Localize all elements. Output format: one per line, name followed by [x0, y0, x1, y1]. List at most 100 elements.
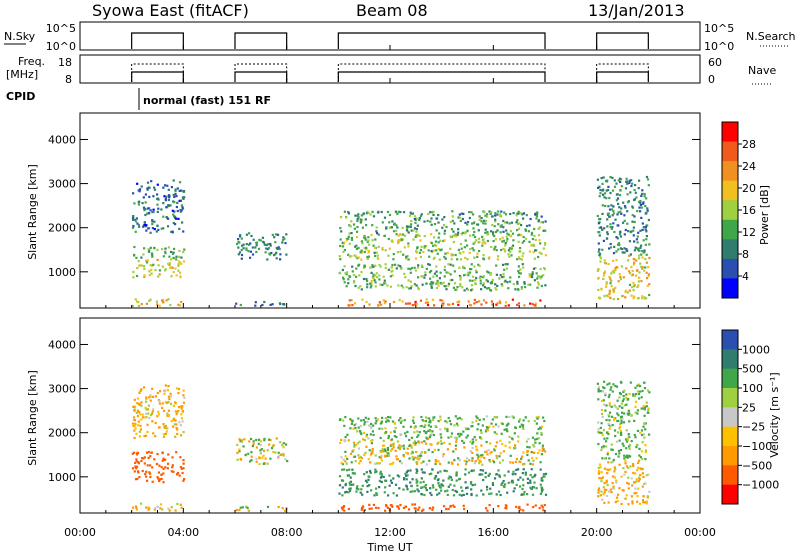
scatter-cell: [627, 433, 630, 436]
scatter-cell: [341, 468, 344, 471]
scatter-cell: [632, 229, 635, 232]
scatter-cell: [138, 225, 141, 228]
scatter-cell: [473, 220, 476, 223]
scatter-cell: [173, 210, 176, 213]
scatter-cell: [145, 224, 148, 227]
scatter-cell: [612, 212, 615, 215]
colorbar-tick-label: −500: [742, 459, 772, 472]
scatter-cell: [359, 431, 362, 434]
scatter-cell: [463, 459, 466, 462]
scatter-cell: [266, 258, 269, 261]
scatter-cell: [283, 509, 287, 512]
scatter-cell: [493, 448, 496, 451]
scatter-cell: [604, 409, 607, 412]
scatter-cell: [430, 217, 433, 220]
scatter-cell: [418, 431, 421, 434]
scatter-cell: [479, 282, 482, 285]
scatter-cell: [495, 457, 498, 460]
scatter-cell: [609, 290, 612, 294]
scatter-cell: [624, 404, 627, 407]
scatter-cell: [520, 258, 523, 261]
scatter-cell: [503, 428, 506, 431]
scatter-cell: [620, 431, 623, 435]
scatter-cell: [136, 477, 139, 480]
scatter-cell: [162, 467, 165, 470]
scatter-cell: [597, 267, 600, 271]
scatter-cell: [133, 436, 136, 440]
scatter-cell: [614, 452, 618, 456]
scatter-cell: [535, 487, 538, 490]
scatter-cell: [241, 506, 244, 509]
scatter-cell: [398, 299, 401, 302]
scatter-cell: [487, 257, 490, 260]
scatter-cell: [433, 448, 436, 451]
scatter-cell: [469, 304, 472, 307]
scatter-cell: [500, 432, 503, 435]
scatter-cell: [134, 220, 138, 223]
scatter-cell: [616, 412, 619, 415]
power-ylabel: Slant Range [km]: [26, 164, 39, 260]
scatter-cell: [544, 254, 547, 257]
scatter-cell: [132, 224, 135, 228]
scatter-cell: [409, 225, 412, 228]
scatter-cell: [636, 495, 639, 498]
scatter-cell: [356, 217, 359, 221]
scatter-cell: [447, 461, 450, 464]
scatter-cell: [542, 247, 545, 250]
scatter-cell: [133, 202, 136, 205]
scatter-cell: [383, 432, 387, 435]
scatter-cell: [370, 442, 373, 445]
scatter-cell: [492, 459, 495, 462]
scatter-cell: [373, 246, 377, 249]
scatter-cell: [344, 450, 347, 453]
scatter-cell: [349, 225, 352, 228]
scatter-cell: [407, 242, 410, 245]
scatter-cell: [140, 303, 143, 306]
nsky-label: N.Sky: [4, 30, 36, 43]
scatter-cell: [467, 271, 470, 274]
scatter-cell: [638, 459, 641, 462]
scatter-cell: [619, 247, 622, 250]
scatter-cell: [384, 266, 387, 269]
scatter-cell: [375, 419, 378, 422]
freq-label-line2: [MHz]: [6, 68, 38, 81]
scatter-cell: [365, 445, 368, 448]
scatter-cell: [626, 180, 629, 183]
scatter-cell: [386, 284, 389, 287]
scatter-cell: [607, 262, 610, 266]
scatter-cell: [428, 421, 431, 424]
scatter-cell: [622, 421, 626, 424]
scatter-cell: [239, 234, 242, 237]
scatter-cell: [414, 303, 417, 306]
scatter-cell: [457, 457, 460, 460]
scatter-cell: [510, 254, 513, 257]
scatter-cell: [619, 194, 622, 197]
scatter-cell: [150, 252, 153, 255]
scatter-cell: [365, 433, 368, 436]
scatter-cell: [166, 401, 169, 405]
scatter-cell: [459, 219, 462, 222]
scatter-cell: [526, 477, 529, 480]
scatter-cell: [533, 438, 537, 441]
scatter-cell: [174, 509, 177, 512]
scatter-cell: [504, 244, 507, 247]
scatter-cell: [378, 456, 381, 459]
scatter-cell: [473, 298, 476, 301]
scatter-cell: [166, 225, 170, 228]
scatter-cell: [348, 304, 351, 307]
scatter-cell: [480, 489, 483, 492]
scatter-cell: [628, 289, 631, 292]
scatter-cell: [394, 483, 398, 486]
scatter-cell: [471, 457, 474, 460]
scatter-cell: [366, 481, 369, 484]
scatter-cell: [611, 270, 614, 273]
scatter-cell: [249, 242, 252, 245]
scatter-cell: [390, 438, 394, 441]
scatter-cell: [531, 463, 534, 466]
scatter-cell: [156, 210, 159, 213]
scatter-cell: [491, 278, 494, 281]
scatter-cell: [540, 486, 543, 489]
scatter-cell: [529, 283, 532, 286]
scatter-cell: [411, 212, 415, 215]
scatter-cell: [486, 488, 489, 491]
